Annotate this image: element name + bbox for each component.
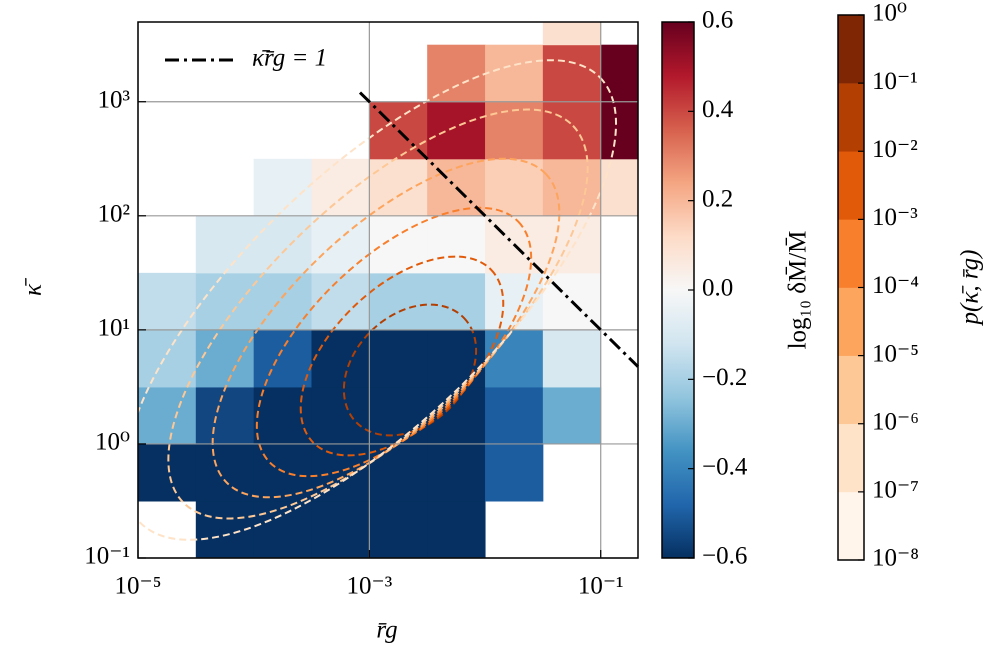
heat-cell — [427, 329, 486, 388]
contour-line — [299, 255, 505, 457]
contour-colorbar-band — [838, 15, 864, 84]
contour-colorbar-band — [838, 83, 864, 152]
heat-cell — [311, 501, 370, 558]
heat-cell — [600, 101, 638, 160]
contour-colorbar-tick-label: 10⁻⁴ — [872, 272, 919, 299]
heat-cell — [485, 158, 544, 217]
contour-line — [342, 303, 478, 437]
heat-cell — [311, 443, 370, 502]
x-tick-label: 10⁻³ — [347, 573, 393, 600]
contour-colorbar-tick-label: 10⁻⁷ — [872, 477, 919, 504]
heat-cell — [311, 158, 370, 217]
contour-colorbar-tick-label: 10⁻⁵ — [872, 340, 919, 367]
contour-colorbar-band — [838, 355, 864, 425]
heat-cell — [542, 22, 602, 46]
heat-cell — [485, 443, 544, 502]
heat-cell — [542, 101, 602, 160]
heat-cell — [253, 158, 312, 217]
heatmap — [138, 22, 638, 558]
contour-colorbar-tick-label: 10⁻³ — [872, 204, 918, 231]
heat-cell — [600, 44, 638, 103]
y-tick-label: 10² — [98, 201, 131, 228]
heat-cell — [138, 272, 197, 331]
colorbar-label: log₁₀ δM̄/M̄ — [785, 231, 812, 350]
y-tick-label: 10⁻¹ — [84, 543, 130, 570]
heat-cell — [600, 158, 638, 217]
contour-line — [255, 206, 533, 478]
y-tick-label: 10¹ — [98, 315, 131, 342]
contour-colorbar-band — [838, 151, 864, 220]
heat-cell — [195, 272, 255, 331]
heat-cell — [427, 272, 486, 331]
plot-frame — [137, 21, 639, 559]
contour-colorbar-band — [838, 423, 864, 493]
heat-cell — [485, 386, 544, 445]
colorbar-tick-label: 0.2 — [702, 185, 733, 212]
x-axis-label: r̄g — [376, 617, 397, 644]
heat-cell — [485, 44, 544, 103]
heat-cell — [253, 215, 312, 274]
legend-label: κ̄r̄g = 1 — [252, 45, 327, 72]
heat-cell — [138, 329, 197, 388]
reference-line — [358, 91, 640, 368]
heat-cell — [369, 272, 428, 331]
heat-cell — [485, 329, 544, 388]
heat-cell — [253, 329, 312, 388]
heat-cell — [427, 215, 486, 274]
heat-cell — [427, 501, 486, 558]
colorbar-tick-label: 0.0 — [702, 275, 733, 302]
contour-colorbar-band — [838, 219, 864, 288]
heat-cell — [138, 386, 197, 445]
heat-cell — [311, 215, 370, 274]
heat-cell — [542, 158, 602, 217]
contour-line — [167, 108, 589, 520]
heat-cell — [253, 443, 312, 502]
y-tick-label: 10⁰ — [95, 429, 130, 456]
heat-cell — [542, 329, 602, 388]
colorbar-tick-label: 0.4 — [702, 96, 734, 123]
colorbar-tick-label: −0.2 — [702, 364, 747, 391]
heat-cell — [311, 386, 370, 445]
heat-cell — [195, 215, 255, 274]
heat-cell — [138, 443, 197, 502]
overlay — [137, 21, 640, 559]
y-axis-label: κ̄ — [20, 277, 47, 296]
heat-cell — [369, 329, 428, 388]
heat-cell — [253, 501, 312, 558]
contour-colorbar-tick-label: 10⁻² — [872, 136, 918, 163]
y-tick-label: 10³ — [98, 86, 131, 113]
heat-cell — [311, 329, 370, 388]
heat-cell — [369, 443, 428, 502]
heat-cell — [369, 501, 428, 558]
heat-cell — [369, 158, 428, 217]
heat-cell — [542, 44, 602, 103]
contour-colorbar-label: p(κ̄, r̄g) — [957, 250, 984, 327]
colorbar-tick-label: −0.6 — [702, 543, 747, 570]
heat-cell — [427, 443, 486, 502]
contour-line — [211, 157, 561, 499]
contour-colorbar-tick-label: 10⁰ — [872, 0, 907, 27]
colorbar-tick-label: 0.6 — [702, 7, 733, 34]
heat-cell — [542, 386, 602, 445]
heat-cell — [195, 386, 255, 445]
heat-cell — [427, 44, 486, 103]
heat-cell — [542, 215, 602, 274]
contour-colorbar-band — [838, 287, 864, 356]
heat-cell — [427, 101, 486, 160]
heat-cell — [485, 101, 544, 160]
contour-colorbar-tick-label: 10⁻¹ — [872, 68, 918, 95]
contour-colorbar-tick-label: 10⁻⁸ — [872, 545, 919, 572]
heat-cell — [195, 329, 255, 388]
contour-colorbar-tick-label: 10⁻⁶ — [872, 408, 919, 435]
x-tick-label: 10⁻⁵ — [115, 573, 162, 600]
x-tick-label: 10⁻¹ — [578, 573, 624, 600]
heat-cell — [195, 443, 255, 502]
colorbar-tick-label: −0.4 — [702, 453, 748, 480]
contour-colorbar-band — [838, 491, 864, 561]
